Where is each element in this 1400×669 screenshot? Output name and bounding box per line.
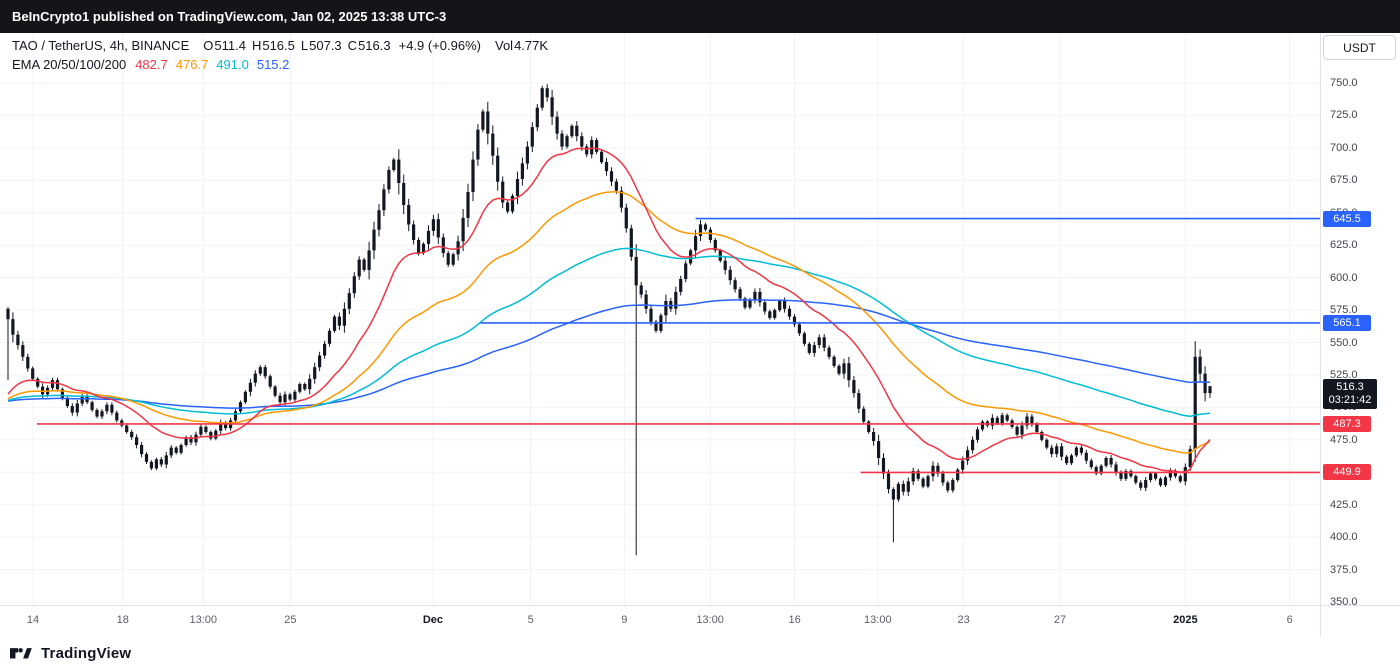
price-tick: 675.0: [1330, 174, 1358, 187]
volume-value: 4.77K: [514, 38, 549, 53]
ohlc-o: O511.4: [203, 38, 246, 53]
time-tick: 27: [1053, 614, 1067, 626]
ohlc-values: O511.4 H516.5 L507.3 C516.3: [203, 36, 396, 55]
price-tick: 600.0: [1330, 271, 1358, 284]
chart-window: TAO / TetherUS, 4h, BINANCE O511.4 H516.5…: [0, 33, 1400, 637]
price-tick: 750.0: [1330, 77, 1358, 89]
price-axis[interactable]: USDT 750.0725.0700.0675.0650.0625.0600.0…: [1320, 33, 1400, 637]
time-tick: 9: [621, 614, 628, 626]
ohlc-h: H516.5: [251, 38, 295, 53]
volume-label: Vol: [495, 38, 514, 53]
ema-50-value: 476.7: [175, 57, 209, 72]
publish-banner: BeInCrypto1 published on TradingView.com…: [0, 0, 1400, 33]
ema-200-value: 515.2: [256, 57, 290, 72]
ema-indicator-label[interactable]: EMA 20/50/100/200: [12, 57, 127, 72]
time-tick: 6: [1286, 614, 1293, 626]
price-tick: 375.0: [1330, 563, 1358, 576]
symbol-title[interactable]: TAO / TetherUS, 4h, BINANCE: [12, 38, 190, 53]
price-tick: 475.0: [1330, 433, 1358, 446]
price-tick: 700.0: [1330, 141, 1358, 154]
legend-row-ema: EMA 20/50/100/200 482.7 476.7 491.0 515.2: [12, 55, 548, 74]
ema-values: 482.7 476.7 491.0 515.2: [135, 55, 297, 74]
price-level-badge: 487.3: [1323, 415, 1371, 432]
ohlc-l: L507.3: [300, 38, 342, 53]
time-tick: Dec: [422, 614, 444, 626]
tradingview-brand[interactable]: TradingView: [41, 644, 132, 662]
price-level-badge: 645.5: [1323, 210, 1371, 227]
price-tick: 525.0: [1330, 368, 1358, 381]
chart-legend: TAO / TetherUS, 4h, BINANCE O511.4 H516.5…: [12, 36, 548, 74]
time-tick: 18: [116, 614, 129, 626]
time-tick: 5: [527, 614, 534, 626]
time-tick: 13:00: [864, 614, 892, 626]
price-tick: 425.0: [1330, 498, 1358, 511]
time-tick: 13:00: [696, 614, 724, 626]
last-price-value: 516.3: [1336, 381, 1364, 394]
last-price-badge: 516.3 03:21:42: [1323, 379, 1377, 410]
price-tick: 350.0: [1330, 596, 1358, 608]
change-value: +4.9 (+0.96%): [398, 38, 481, 53]
price-tick: 400.0: [1330, 531, 1358, 544]
publish-banner-text: BeInCrypto1 published on TradingView.com…: [12, 9, 447, 24]
ohlc-c: C516.3: [347, 38, 391, 53]
chart-canvas[interactable]: [0, 33, 1320, 605]
legend-row-symbol: TAO / TetherUS, 4h, BINANCE O511.4 H516.5…: [12, 36, 548, 55]
currency-toggle-button[interactable]: USDT: [1323, 35, 1396, 60]
time-tick: 14: [26, 614, 40, 626]
tradingview-logo-icon[interactable]: [10, 645, 34, 661]
bar-countdown: 03:21:42: [1328, 394, 1372, 407]
footer: TradingView: [0, 637, 1400, 669]
ema-100-value: 491.0: [216, 57, 249, 72]
price-tick: 575.0: [1330, 304, 1358, 317]
price-tick: 725.0: [1330, 109, 1358, 122]
time-tick: 25: [284, 614, 297, 626]
time-tick: 23: [957, 614, 970, 626]
time-tick: 13:00: [189, 614, 218, 626]
price-level-badge: 565.1: [1323, 314, 1371, 331]
time-tick: 2025: [1173, 614, 1198, 626]
price-tick: 550.0: [1330, 336, 1358, 349]
ema-20-value: 482.7: [135, 57, 168, 72]
price-tick: 625.0: [1330, 239, 1358, 252]
time-axis[interactable]: 14 18 13:00 25 Dec 5 9 13:00 16 13:00 23 27 2025 6: [0, 606, 1320, 637]
price-level-badge: 449.9: [1323, 464, 1371, 481]
chart-plot-region[interactable]: TAO / TetherUS, 4h, BINANCE O511.4 H516.5…: [0, 33, 1320, 637]
time-tick: 16: [788, 614, 801, 626]
